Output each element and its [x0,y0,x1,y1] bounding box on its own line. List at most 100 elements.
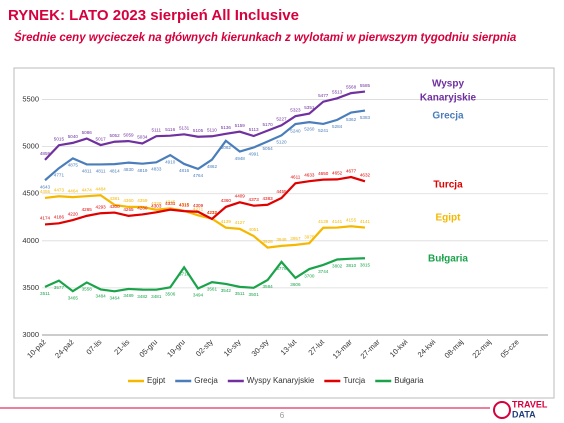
data-label: 5568 [346,84,357,89]
legend-label: Turcja [343,376,365,385]
series-line [44,109,366,182]
data-label: 3744 [318,269,329,274]
data-label: 4948 [235,156,246,161]
data-label: 3558 [82,287,93,292]
data-label: 5017 [96,136,107,141]
data-label: 4455 [40,189,51,194]
series-annotation: Bułgaria [428,254,468,265]
data-label: 4771 [54,172,65,177]
data-label: 3957 [290,236,301,241]
data-label: 4381 [109,196,120,201]
data-label: 4051 [249,227,260,232]
data-label: 4293 [96,204,107,209]
data-label: 4345 [165,200,176,205]
data-label: 4991 [249,152,260,157]
data-label: 5170 [262,122,273,127]
data-label: 3511 [235,291,245,296]
data-label: 3946 [276,237,287,242]
legend-label: Egipt [147,376,166,385]
legend-label: Wyspy Kanaryjskie [247,376,315,385]
data-label: 5513 [332,90,343,95]
data-label: 3810 [346,263,357,268]
data-label: 4652 [332,171,343,176]
data-label: 5052 [109,133,120,138]
data-label: 5585 [360,83,371,88]
data-label: 4373 [249,197,260,202]
y-tick-label: 5000 [22,142,39,151]
logo-icon [493,401,511,419]
series-line [44,90,366,161]
data-label: 3928 [262,239,273,244]
data-label: 4309 [193,203,204,208]
y-tick-label: 4000 [22,236,39,245]
data-label: 4271 [193,207,204,212]
data-label: 4359 [137,198,148,203]
data-label: 3606 [290,282,301,287]
data-label: 5113 [249,127,259,132]
logo-text: DATA [512,409,536,419]
series-annotation: Egipt [436,213,462,224]
data-label: 4910 [165,159,176,164]
data-label: 4300 [109,204,120,209]
data-label: 3484 [96,294,107,299]
data-label: 3501 [249,292,260,297]
data-label: 4455 [276,189,287,194]
data-label: 3464 [109,296,120,301]
data-label: 5105 [193,128,204,133]
data-label: 4811 [96,169,106,174]
data-label: 4833 [151,167,162,172]
data-label: 4174 [40,216,51,221]
data-label: 5131 [179,126,190,131]
data-label: 4139 [318,219,329,224]
data-label: 5159 [235,123,246,128]
data-label: 4611 [290,174,300,179]
data-label: 4862 [207,164,218,169]
data-label: 4464 [68,188,79,193]
data-label: 4155 [346,217,357,222]
data-label: 5015 [54,136,65,141]
data-label: 4232 [207,210,218,215]
data-label: 4474 [82,187,93,192]
series-annotation: Kanaryjskie [420,93,477,104]
data-label: 4409 [235,194,246,199]
data-label: 4141 [360,219,371,224]
data-label: 5062 [221,145,232,150]
data-label: 5120 [276,140,287,145]
data-label: 5086 [82,130,93,135]
logo-text: TRAVEL [512,399,548,409]
data-label: 5111 [152,127,162,132]
data-label: 4265 [123,207,134,212]
data-label: 5240 [290,128,301,133]
data-label: 4186 [54,215,65,220]
data-label: 4315 [179,202,190,207]
data-label: 3506 [165,292,176,297]
series-annotation: Wyspy [432,79,464,90]
data-label: 4811 [82,169,92,174]
y-tick-label: 4500 [22,189,39,198]
data-label: 4677 [346,168,357,173]
data-label: 5227 [276,116,287,121]
data-label: 4643 [40,184,51,189]
data-label: 4280 [137,206,148,211]
data-label: 3700 [304,273,315,278]
data-label: 4319 [179,202,190,207]
data-label: 4303 [151,203,162,208]
data-label: 3465 [68,295,79,300]
data-label: 4383 [262,196,273,201]
data-label: 5362 [346,117,357,122]
data-label: 5260 [304,126,315,131]
series-annotation: Turcja [433,180,463,191]
data-label: 4127 [235,220,246,225]
data-label: 4650 [318,171,329,176]
data-label: 4331 [165,201,176,206]
data-label: 5383 [360,115,371,120]
data-label: 3482 [137,294,148,299]
data-label: 3718 [179,272,190,277]
data-label: 4265 [82,207,93,212]
data-label: 3561 [207,286,218,291]
series-line [44,257,366,293]
data-label: 5110 [207,127,217,132]
legend-label: Bułgaria [394,376,424,385]
data-label: 4360 [221,198,232,203]
